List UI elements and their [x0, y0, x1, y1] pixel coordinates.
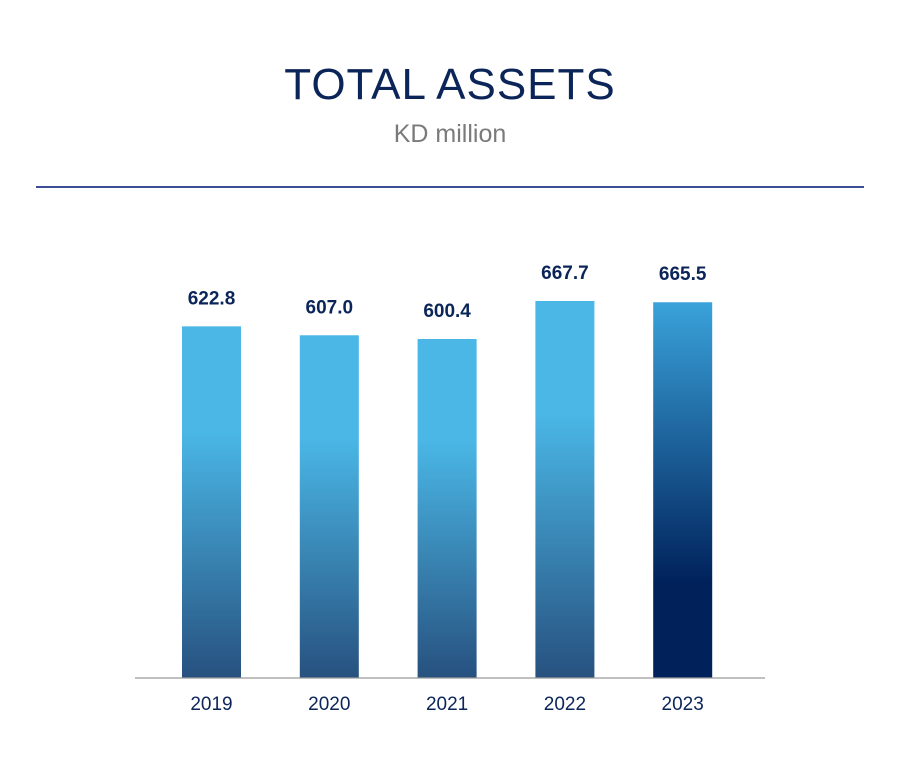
value-label-2020: 607.0: [306, 297, 354, 318]
x-tick-label-2019: 2019: [190, 694, 232, 715]
x-tick-label-2023: 2023: [662, 694, 704, 715]
value-label-2023: 665.5: [659, 264, 707, 285]
value-label-2019: 622.8: [188, 288, 236, 309]
bar-2019: [182, 326, 241, 678]
bar-2021: [417, 338, 477, 678]
chart-subtitle: KD million: [393, 120, 507, 148]
x-tick-label-2021: 2021: [426, 694, 468, 715]
bar-2020: [299, 335, 359, 678]
bar-2022: [535, 301, 595, 678]
title-divider: [36, 186, 864, 188]
value-label-2021: 600.4: [423, 301, 471, 322]
bar-2023: [653, 302, 713, 678]
x-tick-label-2020: 2020: [308, 694, 350, 715]
x-tick-label-2022: 2022: [544, 694, 586, 715]
chart-title: TOTAL ASSETS: [284, 60, 616, 109]
value-label-2022: 667.7: [541, 263, 589, 284]
